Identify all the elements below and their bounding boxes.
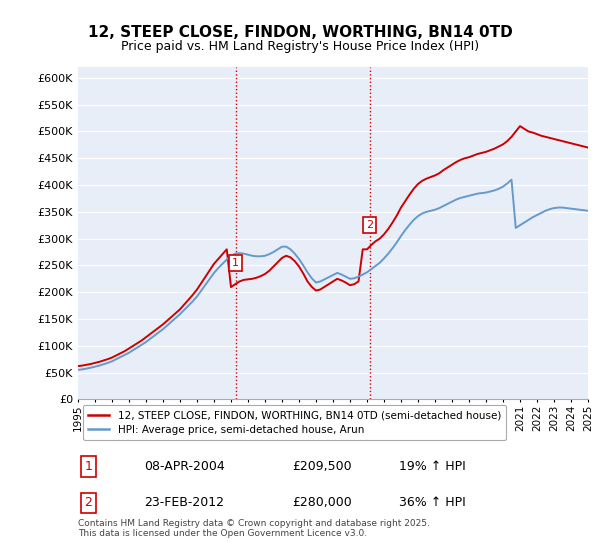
Text: 12, STEEP CLOSE, FINDON, WORTHING, BN14 0TD: 12, STEEP CLOSE, FINDON, WORTHING, BN14 … [88, 25, 512, 40]
Text: Contains HM Land Registry data © Crown copyright and database right 2025.
This d: Contains HM Land Registry data © Crown c… [78, 519, 430, 538]
Legend: 12, STEEP CLOSE, FINDON, WORTHING, BN14 0TD (semi-detached house), HPI: Average : 12, STEEP CLOSE, FINDON, WORTHING, BN14 … [83, 405, 506, 440]
Text: £280,000: £280,000 [292, 496, 352, 510]
Text: 23-FEB-2012: 23-FEB-2012 [145, 496, 224, 510]
Text: 2: 2 [84, 496, 92, 510]
Text: £209,500: £209,500 [292, 460, 352, 473]
Text: 1: 1 [232, 258, 239, 268]
Text: 08-APR-2004: 08-APR-2004 [145, 460, 225, 473]
Text: Price paid vs. HM Land Registry's House Price Index (HPI): Price paid vs. HM Land Registry's House … [121, 40, 479, 53]
Text: 19% ↑ HPI: 19% ↑ HPI [400, 460, 466, 473]
Text: 1: 1 [84, 460, 92, 473]
Text: 2: 2 [366, 220, 373, 230]
Text: 36% ↑ HPI: 36% ↑ HPI [400, 496, 466, 510]
